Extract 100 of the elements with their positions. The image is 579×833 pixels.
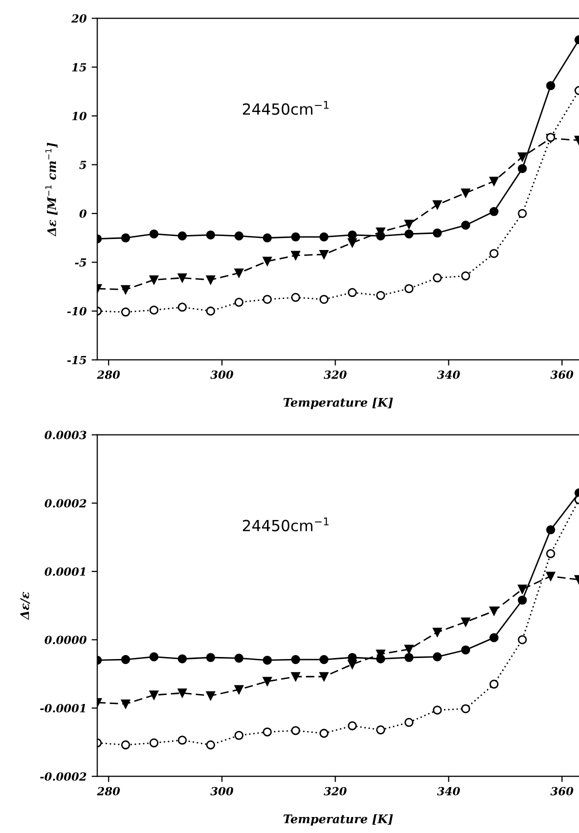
x-axis-title: Temperature [K] xyxy=(284,814,393,826)
x-tick-label: 320 xyxy=(324,786,347,796)
y-tick-label: 0.0000 xyxy=(44,636,86,644)
point xyxy=(546,572,556,581)
point xyxy=(234,298,244,307)
point xyxy=(489,606,499,616)
point xyxy=(518,596,527,605)
point xyxy=(432,200,442,210)
point xyxy=(404,718,414,727)
point xyxy=(404,229,414,238)
point xyxy=(262,256,272,266)
point xyxy=(206,691,216,700)
point xyxy=(262,676,272,686)
x-axis-title: Temperature [K] xyxy=(284,398,393,410)
x-tick-label: 320 xyxy=(324,370,347,379)
y-tick-label: -15 xyxy=(67,356,86,364)
point xyxy=(348,238,357,248)
point xyxy=(461,188,470,198)
y-tick-label: -0.0001 xyxy=(40,704,86,712)
point xyxy=(291,726,300,736)
point xyxy=(489,633,499,642)
point xyxy=(319,672,328,682)
point xyxy=(234,654,244,663)
point xyxy=(262,656,272,665)
point xyxy=(121,655,130,664)
point xyxy=(404,644,414,654)
point xyxy=(348,721,357,730)
point xyxy=(206,652,216,662)
point xyxy=(461,220,470,230)
point xyxy=(489,207,499,216)
point xyxy=(432,652,442,662)
y-tick-label: 15 xyxy=(72,63,86,72)
y-tick-label: -5 xyxy=(74,258,86,267)
point xyxy=(178,654,187,664)
point xyxy=(319,250,328,259)
point xyxy=(234,268,244,278)
point xyxy=(291,655,300,664)
point xyxy=(178,736,187,745)
point xyxy=(432,628,442,637)
point xyxy=(546,549,556,558)
point xyxy=(206,275,216,284)
point xyxy=(461,271,470,280)
point xyxy=(121,740,130,750)
point xyxy=(178,273,187,282)
y-tick-label: 0.0001 xyxy=(44,567,86,576)
y-axis-title: Δε/ε xyxy=(20,592,30,620)
point xyxy=(149,690,158,700)
point xyxy=(121,699,130,708)
y-tick-label: -0.0002 xyxy=(40,772,86,781)
x-tick-label: 360 xyxy=(550,786,574,796)
point xyxy=(404,220,414,229)
point xyxy=(404,284,414,294)
point xyxy=(291,250,300,260)
point xyxy=(489,176,499,186)
point xyxy=(518,584,527,594)
point xyxy=(121,233,130,242)
point xyxy=(348,230,357,240)
point xyxy=(319,728,328,738)
point xyxy=(291,232,300,242)
point xyxy=(489,248,499,258)
point xyxy=(121,308,130,317)
point xyxy=(206,230,216,240)
point xyxy=(432,706,442,715)
point xyxy=(262,233,272,242)
y-tick-label: -10 xyxy=(67,307,86,316)
point xyxy=(262,294,272,304)
point xyxy=(518,208,527,218)
point xyxy=(518,635,527,644)
y-tick-label: 5 xyxy=(79,160,86,170)
point xyxy=(234,231,244,240)
point xyxy=(149,275,158,284)
y-tick-label: 0 xyxy=(79,209,86,218)
x-tick-label: 340 xyxy=(437,786,460,796)
point xyxy=(319,232,328,242)
point xyxy=(234,730,244,740)
point xyxy=(319,655,328,664)
y-tick-label: 10 xyxy=(72,112,86,120)
point xyxy=(291,672,300,682)
x-tick-label: 280 xyxy=(96,786,120,796)
point xyxy=(489,680,499,689)
x-tick-label: 360 xyxy=(550,370,574,379)
y-tick-label: 0.0002 xyxy=(44,499,86,508)
x-tick-label: 280 xyxy=(96,370,120,379)
point xyxy=(291,292,300,302)
point xyxy=(149,229,158,238)
point xyxy=(432,228,442,238)
point xyxy=(546,525,556,534)
point xyxy=(432,273,442,282)
x-tick-label: 300 xyxy=(210,370,234,379)
point xyxy=(121,285,130,294)
point xyxy=(376,290,386,300)
point xyxy=(348,288,357,298)
y-axis-title: Δε [M$^{−1}$ cm$^{−1}$] xyxy=(45,142,58,236)
point xyxy=(206,306,216,316)
y-tick-label: 20 xyxy=(71,14,86,23)
point xyxy=(404,652,414,662)
point xyxy=(178,231,187,240)
point xyxy=(149,738,158,748)
annotation: 24450cm$^{−1}$ xyxy=(242,101,329,115)
point xyxy=(319,294,328,304)
